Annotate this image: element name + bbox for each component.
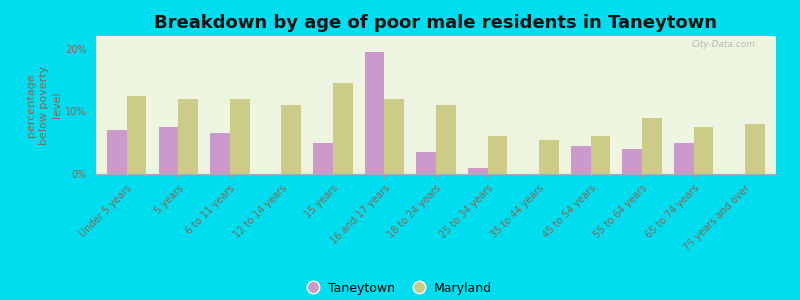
Legend: Taneytown, Maryland: Taneytown, Maryland bbox=[303, 277, 497, 300]
Bar bbox=[642, 118, 662, 174]
Bar bbox=[210, 133, 230, 174]
Bar bbox=[539, 140, 558, 174]
Bar bbox=[487, 136, 507, 174]
Bar bbox=[468, 168, 487, 174]
Bar bbox=[230, 99, 250, 174]
Bar bbox=[178, 99, 198, 174]
Bar bbox=[127, 96, 146, 174]
Y-axis label: percentage
below poverty
level: percentage below poverty level bbox=[26, 65, 62, 145]
Bar bbox=[333, 83, 353, 174]
Bar bbox=[107, 130, 127, 174]
Bar bbox=[674, 142, 694, 174]
Title: Breakdown by age of poor male residents in Taneytown: Breakdown by age of poor male residents … bbox=[154, 14, 718, 32]
Bar bbox=[314, 142, 333, 174]
Text: City-Data.com: City-Data.com bbox=[691, 40, 755, 49]
Bar bbox=[282, 105, 301, 174]
Bar bbox=[694, 127, 713, 174]
Bar bbox=[436, 105, 455, 174]
Bar bbox=[417, 152, 436, 174]
Bar bbox=[622, 149, 642, 174]
Bar bbox=[385, 99, 404, 174]
Bar bbox=[365, 52, 385, 174]
Bar bbox=[159, 127, 178, 174]
Bar bbox=[571, 146, 590, 174]
Bar bbox=[745, 124, 765, 174]
Bar bbox=[590, 136, 610, 174]
